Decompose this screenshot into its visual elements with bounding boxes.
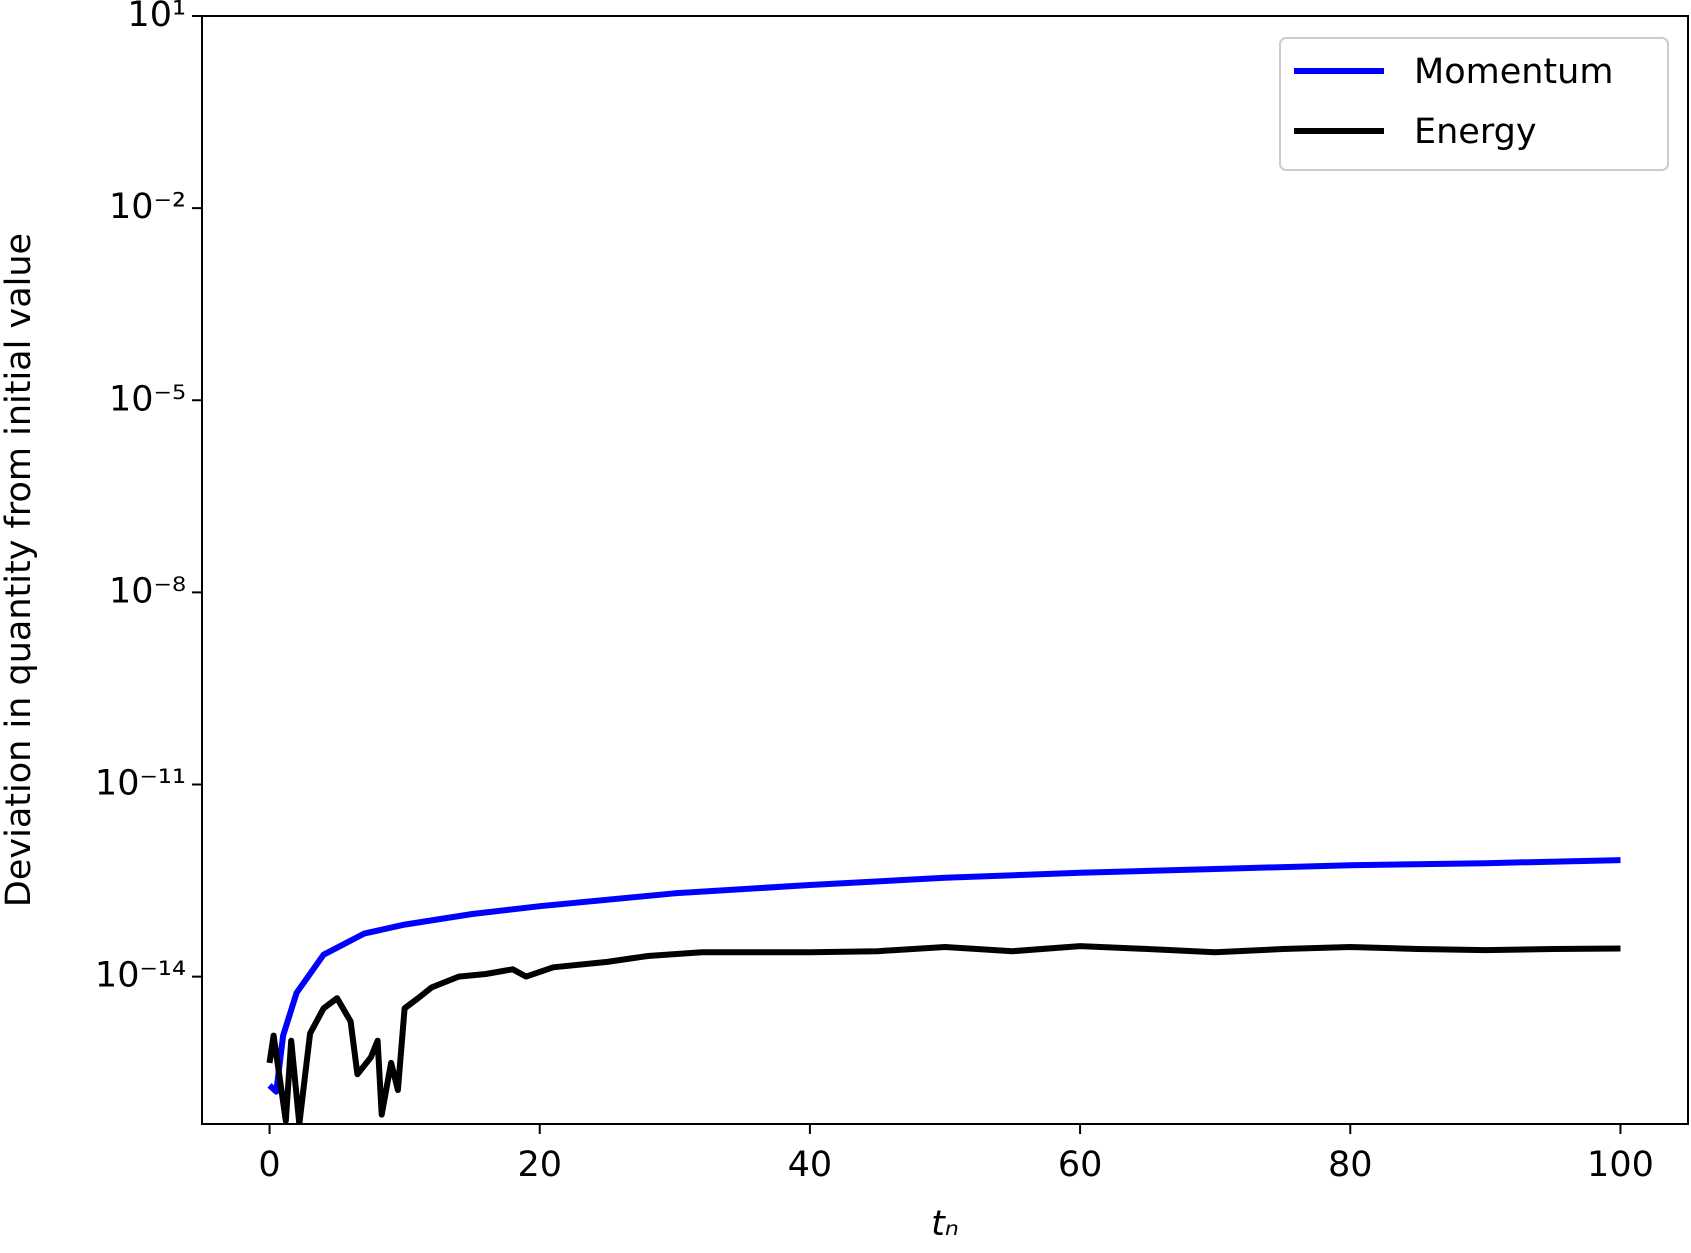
- y-tick-label: 10⁻⁸: [109, 571, 186, 611]
- x-tick-label: 60: [1058, 1145, 1103, 1185]
- y-tick-label: 10⁻⁵: [109, 379, 186, 419]
- legend-label: Energy: [1414, 112, 1537, 152]
- y-axis-label: Deviation in quantity from initial value: [0, 233, 39, 907]
- x-tick-label: 80: [1328, 1145, 1373, 1185]
- x-tick-label: 0: [258, 1145, 280, 1185]
- y-tick-label: 10⁻¹⁴: [95, 956, 186, 996]
- x-tick-label: 100: [1587, 1145, 1654, 1185]
- y-tick-label: 10¹: [127, 0, 186, 35]
- series-line: [267, 857, 1621, 1095]
- series-line: [266, 943, 1621, 1124]
- y-tick-label: 10⁻²: [109, 187, 186, 227]
- plot-lines: [266, 857, 1621, 1124]
- x-tick-label: 20: [517, 1145, 562, 1185]
- x-axis-label: tₙ: [931, 1204, 959, 1244]
- legend-label: Momentum: [1414, 52, 1613, 92]
- y-tick-label: 10⁻¹¹: [95, 764, 186, 804]
- x-tick-label: 40: [788, 1145, 833, 1185]
- plot-frame: [201, 15, 1689, 1125]
